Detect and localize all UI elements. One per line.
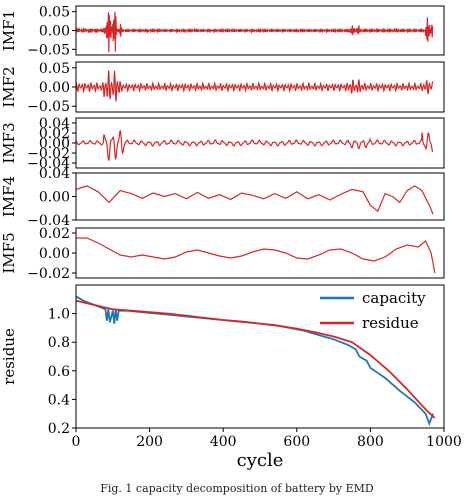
y-axis-label: IMF5: [0, 232, 18, 273]
y-axis-label: residue: [0, 328, 18, 385]
y-tick-label: 0.00: [39, 136, 70, 152]
y-tick-label: −0.02: [27, 146, 70, 162]
y-tick-label: −0.04: [27, 213, 70, 229]
y-tick-label: 0.02: [39, 226, 70, 242]
y-tick-label: 0.02: [39, 126, 70, 142]
y-tick-label: 0.2: [48, 421, 70, 437]
x-axis-label: cycle: [237, 450, 284, 471]
series-line-imf4: [76, 185, 434, 215]
y-axis-label: IMF2: [0, 66, 18, 107]
y-tick-label: 0.05: [39, 61, 70, 77]
y-tick-label: 0.05: [39, 5, 70, 21]
panel-imf5: 0.02 0.00 −0.02 IMF5: [0, 226, 445, 282]
y-tick-label: −0.05: [27, 42, 70, 58]
legend-label-residue: residue: [362, 314, 419, 332]
panel-imf3: 0.040.020.00−0.02−0.04 IMF3: [0, 116, 445, 172]
series-line-imf1: [76, 11, 434, 53]
y-tick-label: −0.05: [27, 99, 70, 115]
x-tick-label: 1000: [426, 434, 462, 450]
y-tick-label: 1.0: [48, 307, 70, 323]
y-tick-label: 0.04: [39, 166, 70, 182]
plot-frame: [75, 172, 445, 221]
series-line-imf5: [76, 237, 436, 274]
x-tick-label: 0: [72, 434, 81, 450]
y-tick-label: 0.00: [39, 190, 70, 206]
series-line-imf3: [76, 129, 434, 161]
y-tick-label: −0.04: [27, 156, 70, 172]
plot-frame: [75, 227, 445, 279]
y-tick-label: −0.02: [27, 266, 70, 282]
y-axis-label: IMF1: [0, 10, 18, 51]
panel-imf1: 0.05 0.00 −0.05 IMF1: [0, 5, 445, 58]
y-axis-label: IMF4: [0, 176, 18, 217]
y-tick-label: 0.4: [48, 392, 70, 408]
plot-frame: [75, 117, 445, 169]
figure-caption: Fig. 1 capacity decomposition of battery…: [100, 482, 374, 495]
plot-frame: [75, 284, 445, 429]
y-tick-label: 0.8: [48, 335, 70, 351]
legend: capacity residue: [320, 289, 426, 332]
x-tick-label: 800: [357, 434, 384, 450]
panel-imf4: 0.04 0.00 −0.04 IMF4: [0, 166, 445, 229]
y-axis-label: IMF3: [0, 122, 18, 163]
series-line-imf2: [76, 69, 434, 102]
x-tick-label: 600: [283, 434, 310, 450]
y-tick-label: 0.00: [39, 24, 70, 40]
panel-imf2: 0.05 0.00 −0.05 IMF2: [0, 61, 445, 115]
y-tick-label: 0.00: [39, 80, 70, 96]
x-tick-label: 200: [136, 434, 163, 450]
y-tick-label: 0.00: [39, 246, 70, 262]
legend-label-capacity: capacity: [362, 289, 426, 307]
series-line-residue: [76, 299, 436, 419]
x-tick-label: 400: [210, 434, 237, 450]
panel-residue: 1.0 0.8 0.6 0.4 0.2 residue 0 200 400 600 800 1000 c…: [0, 284, 462, 471]
y-tick-label: 0.04: [39, 116, 70, 132]
y-tick-label: 0.6: [48, 364, 70, 380]
